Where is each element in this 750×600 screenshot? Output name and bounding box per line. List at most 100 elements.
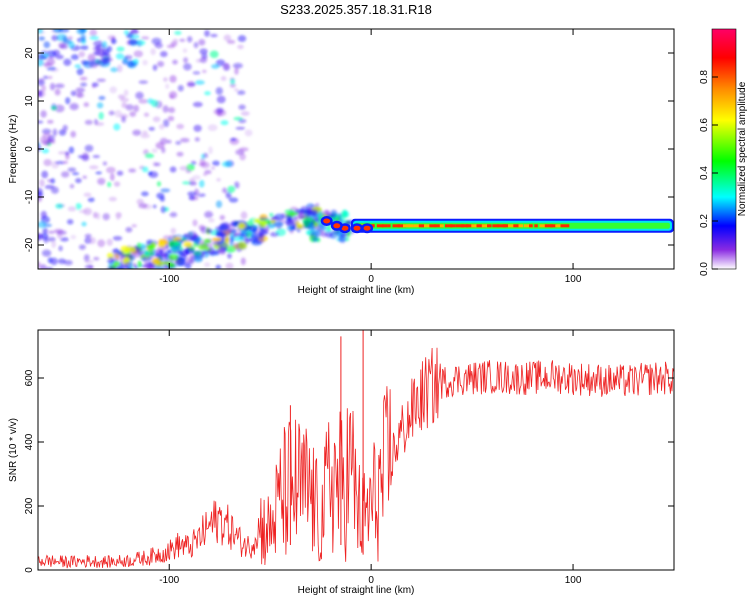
heatmap-cell <box>239 231 250 237</box>
heatmap-cell <box>125 104 134 111</box>
heatmap-cell <box>206 242 213 248</box>
heatmap-cell <box>172 59 178 65</box>
heatmap-cell <box>169 212 178 218</box>
heatmap-cell <box>128 168 137 173</box>
heatmap-cell <box>216 231 227 239</box>
carrier-core-segment <box>487 224 492 228</box>
carrier-start-core <box>323 218 331 224</box>
heatmap-cell <box>143 263 153 269</box>
heatmap-cell <box>116 170 124 176</box>
heatmap-cell <box>220 120 229 126</box>
heatmap-cell <box>177 84 184 92</box>
heatmap-cell <box>119 277 125 285</box>
heatmap-cell <box>148 126 155 131</box>
colorbar-label: Normalized spectral amplitude <box>737 81 748 216</box>
heatmap-cell <box>114 276 124 282</box>
heatmap-cell <box>109 173 115 182</box>
bottom-x-axis-label: Height of straight line (km) <box>298 585 415 596</box>
heatmap-cell <box>259 220 267 228</box>
heatmap-cell <box>133 265 139 269</box>
carrier-core-segment <box>502 224 509 228</box>
bottom-plot-frame <box>37 329 675 571</box>
heatmap-cell <box>89 165 99 170</box>
heatmap-cell <box>133 104 140 113</box>
heatmap-cell <box>41 249 52 257</box>
heatmap-cell <box>185 169 192 174</box>
heatmap-cell <box>227 252 232 259</box>
heatmap-cell <box>109 276 119 281</box>
heatmap-cell <box>173 241 182 246</box>
bottom-y-axis-label: SNR (10 * v/v) <box>8 418 19 482</box>
heatmap-cell <box>190 160 197 166</box>
heatmap-cell <box>233 242 240 250</box>
heatmap-cell <box>136 242 142 249</box>
heatmap-cell <box>50 178 56 184</box>
heatmap-cell <box>237 44 244 50</box>
heatmap-cell <box>165 245 170 249</box>
heatmap-cell <box>118 251 125 257</box>
heatmap-cell <box>96 102 104 109</box>
heatmap-cell <box>81 221 87 227</box>
heatmap-cell <box>70 234 77 240</box>
heatmap-cell <box>179 165 189 171</box>
carrier-core-segment <box>544 224 553 228</box>
heatmap-cell <box>160 51 168 58</box>
heatmap-cell <box>42 132 52 140</box>
heatmap-cell <box>43 236 49 244</box>
heatmap-cell <box>93 256 100 261</box>
heatmap-cell <box>183 241 193 248</box>
carrier-core-segment <box>455 224 465 228</box>
heatmap-cell <box>135 91 144 100</box>
heatmap-cell <box>258 230 269 236</box>
heatmap-cell <box>57 151 68 155</box>
heatmap-cell <box>188 195 195 201</box>
heatmap-cell <box>234 67 239 75</box>
heatmap-cell <box>141 191 149 197</box>
heatmap-cell <box>158 124 165 130</box>
heatmap-cell <box>108 110 115 116</box>
heatmap-cell <box>42 75 49 80</box>
heatmap-cell <box>138 203 148 209</box>
heatmap-cell <box>89 61 99 68</box>
heatmap-cell <box>69 102 79 111</box>
heatmap-cell <box>97 177 106 185</box>
heatmap-cell <box>69 183 75 189</box>
heatmap-cell <box>74 64 81 69</box>
heatmap-cell <box>66 219 74 225</box>
heatmap-cell <box>38 144 42 152</box>
heatmap-cell <box>108 279 115 285</box>
heatmap-cell <box>55 161 65 165</box>
heatmap-cell <box>110 67 119 73</box>
snr-panel: -100 0 100 0 200 400 600 Height of straight li… <box>8 329 675 596</box>
heatmap-cell <box>165 83 170 89</box>
heatmap-cell <box>155 142 165 150</box>
heatmap-cell <box>121 275 132 279</box>
heatmap-cell <box>162 105 169 113</box>
carrier-core-segment <box>450 224 456 228</box>
heatmap-cell <box>297 211 307 219</box>
heatmap-cell <box>76 29 86 35</box>
heatmap-cell <box>146 244 155 249</box>
heatmap-cell <box>129 34 140 39</box>
heatmap-cell <box>91 82 99 88</box>
y-tick-label: 20 <box>24 47 35 59</box>
heatmap-cell <box>273 213 285 221</box>
heatmap-cell <box>215 87 223 95</box>
heatmap-cell <box>115 53 125 60</box>
heatmap-cell <box>63 58 72 66</box>
heatmap-cell <box>193 124 202 132</box>
heatmap-cell <box>143 249 150 257</box>
heatmap-cell <box>150 48 156 56</box>
heatmap-cell <box>227 185 236 193</box>
heatmap-cell <box>75 87 85 93</box>
heatmap-cell <box>202 152 209 159</box>
heatmap-cell <box>192 175 201 180</box>
heatmap-cell <box>237 222 246 230</box>
heatmap-cell <box>150 99 159 108</box>
heatmap-cell <box>38 120 44 124</box>
heatmap-cell <box>60 171 70 178</box>
heatmap-cell <box>169 75 177 83</box>
heatmap-area <box>38 29 674 285</box>
heatmap-cell <box>51 105 57 111</box>
